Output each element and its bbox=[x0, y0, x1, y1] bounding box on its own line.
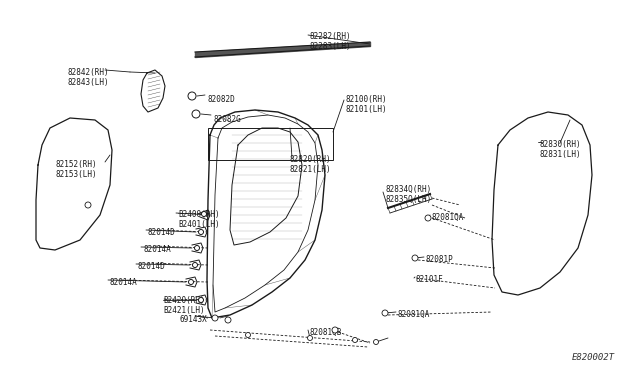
Circle shape bbox=[382, 310, 388, 316]
Text: 82081QA: 82081QA bbox=[398, 310, 430, 319]
Circle shape bbox=[425, 215, 431, 221]
Text: 82282(RH)
82283(LH): 82282(RH) 82283(LH) bbox=[310, 32, 351, 51]
Circle shape bbox=[246, 333, 250, 337]
Text: 82081QA: 82081QA bbox=[432, 213, 465, 222]
Text: 82014D: 82014D bbox=[138, 262, 166, 271]
Text: 82014D: 82014D bbox=[148, 228, 176, 237]
Circle shape bbox=[374, 340, 378, 344]
Circle shape bbox=[412, 255, 418, 261]
Text: 69143X: 69143X bbox=[180, 315, 208, 324]
Text: 82830(RH)
82831(LH): 82830(RH) 82831(LH) bbox=[540, 140, 582, 159]
Text: 82082D: 82082D bbox=[207, 95, 235, 104]
Text: 82842(RH)
82843(LH): 82842(RH) 82843(LH) bbox=[68, 68, 109, 87]
Text: B2420(RH)
B2421(LH): B2420(RH) B2421(LH) bbox=[163, 296, 205, 315]
Text: 82101F: 82101F bbox=[416, 275, 444, 284]
Text: 82081QB: 82081QB bbox=[310, 328, 342, 337]
Text: 82081P: 82081P bbox=[426, 255, 454, 264]
Text: E820002T: E820002T bbox=[572, 353, 615, 362]
Circle shape bbox=[212, 315, 218, 321]
Text: 82820(RH)
82821(LH): 82820(RH) 82821(LH) bbox=[290, 155, 332, 174]
Text: 82834Q(RH)
82835Q(LH): 82834Q(RH) 82835Q(LH) bbox=[385, 185, 431, 204]
Bar bbox=[208, 128, 333, 160]
Circle shape bbox=[85, 202, 91, 208]
Circle shape bbox=[189, 279, 193, 285]
Circle shape bbox=[332, 327, 338, 333]
Text: 82082G: 82082G bbox=[213, 115, 241, 124]
Text: 82100(RH)
82101(LH): 82100(RH) 82101(LH) bbox=[345, 95, 387, 115]
Circle shape bbox=[353, 337, 358, 343]
Circle shape bbox=[202, 212, 207, 217]
Circle shape bbox=[188, 92, 196, 100]
Text: 82014A: 82014A bbox=[143, 245, 171, 254]
Circle shape bbox=[225, 317, 231, 323]
Circle shape bbox=[195, 246, 200, 250]
Text: 82014A: 82014A bbox=[110, 278, 138, 287]
Text: B2400(RH)
B2401(LH): B2400(RH) B2401(LH) bbox=[178, 210, 220, 230]
Circle shape bbox=[192, 110, 200, 118]
Circle shape bbox=[193, 263, 198, 267]
Circle shape bbox=[198, 298, 204, 302]
Circle shape bbox=[307, 336, 312, 340]
Text: 82152(RH)
82153(LH): 82152(RH) 82153(LH) bbox=[55, 160, 97, 179]
Circle shape bbox=[198, 230, 204, 234]
